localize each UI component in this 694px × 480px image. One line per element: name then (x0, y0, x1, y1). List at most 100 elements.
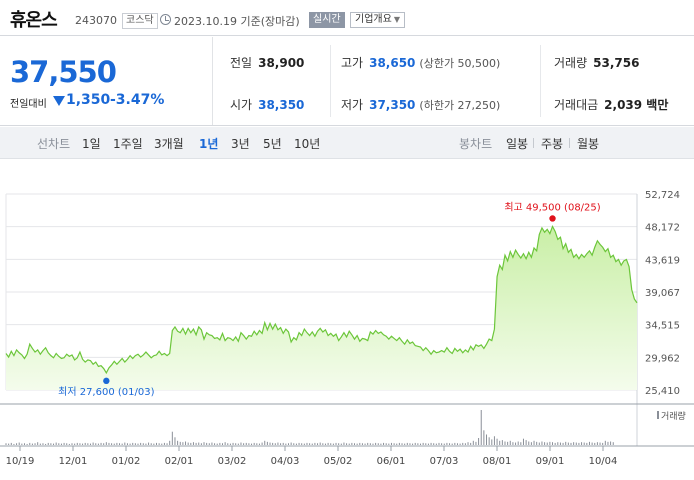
volume-bar (544, 442, 546, 445)
volume-bar (338, 443, 340, 445)
volume-bar (348, 443, 350, 445)
chevron-down-icon: ▼ (393, 15, 400, 24)
volume: 거래량 53,756 (554, 54, 639, 71)
trade-value: 거래대금 2,039 백만 (554, 96, 668, 113)
price-chart-svg: 52,724 48,172 43,619 39,067 34,515 29,962 25,4… (0, 190, 694, 467)
volume-bar (602, 442, 604, 445)
volume-bar (330, 443, 332, 445)
low-marker (103, 377, 110, 385)
volume-bar (216, 443, 218, 445)
tab-1d[interactable]: 1일 (82, 137, 101, 151)
volume-bar (142, 443, 144, 445)
volume-bar (546, 442, 548, 445)
volume-bar (459, 443, 461, 445)
volume-bar (552, 442, 554, 445)
volume-bar (31, 443, 33, 445)
volume-bar (174, 437, 176, 445)
volume-bar (95, 443, 97, 445)
volume-bar (478, 438, 480, 445)
volume-bar (359, 442, 361, 445)
x-tick-label: 03/02 (218, 456, 247, 467)
tab-3m[interactable]: 3개월 (154, 137, 184, 151)
low-value: 37,350 (369, 98, 416, 112)
volume-bar (29, 442, 31, 445)
volume-bar (385, 443, 387, 445)
volume-bar (464, 443, 466, 445)
volume-bar (607, 441, 609, 445)
down-arrow-icon (53, 96, 65, 106)
x-tick-label: 01/02 (112, 456, 141, 467)
volume-bar (235, 443, 237, 445)
low-price: 저가 37,350 (하한가 27,250) (341, 96, 500, 113)
volume-bar (488, 437, 490, 445)
divider (330, 45, 331, 117)
volume-bar (282, 442, 284, 445)
volume-bar (380, 443, 382, 445)
tab-3y[interactable]: 3년 (231, 137, 250, 151)
tab-monthly[interactable]: 월봉 (577, 137, 600, 151)
volume-bar (155, 442, 157, 445)
x-tick-label: 12/01 (59, 456, 88, 467)
volume-bar (486, 434, 488, 445)
volume-bar (55, 442, 57, 445)
volume-bar (562, 442, 564, 445)
volume-bar (47, 442, 49, 445)
volume-bar (364, 443, 366, 445)
volume-bar (501, 440, 503, 445)
volume-bar (158, 443, 160, 445)
volume-bar (317, 443, 319, 445)
volume-bar (414, 442, 416, 445)
tab-5y[interactable]: 5년 (263, 137, 282, 151)
tab-daily[interactable]: 일봉 (506, 137, 529, 151)
volume-bar (84, 442, 86, 445)
high-price: 고가 38,650 (상한가 50,500) (341, 54, 500, 71)
volume-bar (475, 441, 477, 445)
tab-weekly[interactable]: 주봉 (541, 137, 564, 151)
volume-bar (412, 443, 414, 445)
realtime-button[interactable]: 실시간 (309, 12, 345, 28)
volume-bar (71, 443, 73, 445)
tab-10y[interactable]: 10년 (294, 137, 321, 151)
volume-bar (182, 442, 184, 445)
volume-bar (21, 443, 23, 445)
volume-bar (422, 442, 424, 445)
volume-bar (298, 442, 300, 445)
volume-bar (243, 443, 245, 445)
volume-bar (578, 442, 580, 445)
company-overview-dropdown[interactable]: 기업개요 ▼ (350, 12, 405, 28)
volume-bar (435, 443, 437, 445)
change-label: 전일대비 (10, 99, 47, 110)
volume-bar (522, 438, 524, 445)
y-tick-label: 25,410 (645, 386, 680, 397)
volume-bar (100, 442, 102, 445)
volume-bar (13, 443, 15, 445)
open-price: 시가 38,350 (230, 96, 304, 113)
volume-bar (512, 442, 514, 445)
price-chart: 52,724 48,172 43,619 39,067 34,515 29,962 25,4… (0, 160, 694, 476)
volume-bar (163, 442, 165, 445)
volume-bar (306, 442, 308, 445)
volume-bar (119, 443, 121, 445)
tab-1y[interactable]: 1년 (199, 137, 219, 151)
volume-bar (124, 442, 126, 445)
quote-panel: 37,550 전일대비 1,350 -3.47% 전일 38,900 고가 38,6… (0, 37, 694, 126)
change-percent: -3.47% (110, 92, 165, 108)
y-tick-label: 52,724 (645, 190, 680, 201)
volume-bar (293, 443, 295, 445)
volume-bar (509, 440, 511, 445)
volume-bar (140, 442, 142, 445)
volume-bar (126, 443, 128, 445)
tab-1w[interactable]: 1주일 (113, 137, 143, 151)
volume-bar (443, 443, 445, 445)
volume-bar (185, 441, 187, 445)
y-tick-label: 29,962 (645, 353, 680, 364)
x-tick-label: 09/01 (536, 456, 565, 467)
volume-bar (525, 440, 527, 445)
x-tick-label: 10/19 (6, 456, 35, 467)
volume-bar (45, 443, 47, 445)
volume-bar (596, 442, 598, 445)
volume-bar (346, 443, 348, 445)
volume-bar (113, 443, 115, 445)
volume-bar (266, 441, 268, 445)
y-tick-label: 43,619 (645, 255, 680, 266)
